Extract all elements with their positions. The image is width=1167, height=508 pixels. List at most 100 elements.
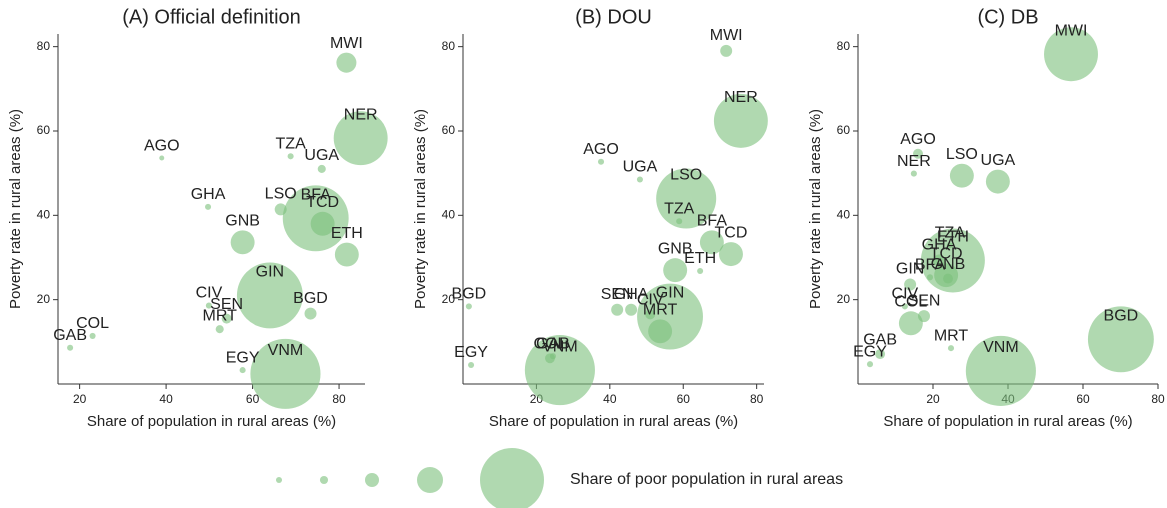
y-axis-title: Poverty rate in rural areas (%)	[7, 109, 24, 309]
point-label: GIN	[256, 264, 284, 281]
chart-title: (B) DOU	[575, 6, 652, 28]
x-axis-title: Share of population in rural areas (%)	[87, 413, 336, 430]
point-label: TZA	[935, 224, 966, 241]
chart-title: (C) DB	[977, 6, 1038, 28]
x-tick-label: 20	[926, 392, 940, 406]
y-tick-label: 80	[837, 39, 851, 53]
bubble	[656, 168, 717, 229]
chart-title: (A) Official definition	[122, 6, 301, 28]
bubble	[287, 153, 294, 160]
bubble	[946, 242, 953, 249]
bubble	[89, 332, 96, 339]
y-tick-label: 60	[837, 123, 851, 137]
bubble	[230, 230, 255, 255]
point-label: LSO	[670, 167, 702, 184]
bubble	[947, 345, 955, 352]
y-tick-label: 80	[442, 39, 456, 53]
point-label: CIV	[892, 286, 919, 303]
point-label: BGD	[452, 286, 487, 303]
point-label: SEN	[908, 292, 941, 309]
point-label: GNB	[225, 213, 260, 230]
bubble	[336, 52, 357, 73]
bubble	[239, 367, 246, 374]
point-label: MRT	[203, 307, 238, 324]
point-label: COL	[894, 294, 927, 311]
point-label: MRT	[934, 327, 969, 344]
point-label: NER	[897, 153, 931, 170]
point-label: COL	[76, 315, 109, 332]
bubble	[943, 273, 953, 284]
point-label: TCD	[930, 245, 963, 262]
y-tick-label: 20	[837, 292, 851, 306]
size-legend-bubble	[364, 472, 380, 488]
x-axis-title: Share of population in rural areas (%)	[883, 413, 1132, 430]
point-label: GHA	[922, 237, 957, 254]
point-label: GAB	[536, 335, 570, 352]
point-label: ETH	[684, 250, 716, 267]
x-tick-label: 20	[73, 392, 87, 406]
bubble	[985, 169, 1010, 194]
x-tick-label: 80	[1151, 392, 1165, 406]
point-label: GHA	[191, 186, 226, 203]
point-label: GNB	[931, 256, 966, 273]
y-tick-label: 40	[837, 207, 851, 221]
bubble	[697, 267, 704, 275]
x-tick-label: 40	[159, 392, 173, 406]
point-label: NER	[724, 89, 758, 106]
bubble	[926, 274, 934, 281]
bubble	[274, 203, 287, 216]
bubble	[205, 302, 212, 309]
bubble	[549, 353, 556, 360]
size-legend-bubble	[275, 476, 283, 484]
size-legend-bubble	[319, 475, 329, 485]
point-label: MWI	[1055, 22, 1088, 39]
bubble	[901, 303, 908, 310]
bubble	[676, 218, 683, 225]
bubble	[898, 311, 923, 336]
point-label: AGO	[900, 131, 936, 148]
bubble	[910, 170, 917, 177]
bubble	[913, 148, 923, 159]
point-label: ETH	[331, 225, 363, 242]
point-label: UGA	[623, 159, 658, 176]
point-label: BFA	[697, 213, 728, 230]
bubble	[720, 44, 733, 57]
y-tick-label: 20	[442, 292, 456, 306]
bubble	[645, 309, 656, 320]
point-label: GIN	[896, 261, 924, 278]
point-label: TCD	[715, 224, 748, 241]
bubble	[663, 258, 688, 283]
point-label: COL	[534, 336, 567, 353]
point-label: TZA	[664, 200, 695, 217]
y-tick-label: 60	[37, 123, 51, 137]
point-label: AGO	[144, 138, 180, 155]
point-label: MWI	[330, 35, 363, 52]
bubble	[699, 230, 724, 255]
point-label: ETH	[937, 229, 969, 246]
bubble	[866, 361, 874, 368]
bubble	[718, 242, 743, 267]
point-label: UGA	[981, 152, 1016, 169]
point-label: SEN	[210, 296, 243, 313]
point-label: TZA	[276, 135, 307, 152]
y-tick-label: 40	[442, 207, 456, 221]
bubble	[597, 158, 605, 165]
point-label: MWI	[710, 27, 743, 44]
size-legend-bubble	[480, 448, 544, 508]
bubble	[205, 203, 212, 210]
x-tick-label: 60	[677, 392, 691, 406]
point-label: CIV	[196, 285, 223, 302]
bubble	[625, 303, 638, 316]
bubble	[250, 338, 321, 409]
bubble	[333, 111, 388, 166]
bubble	[1044, 27, 1098, 82]
bubble	[524, 335, 595, 406]
point-label: VNM	[268, 342, 304, 359]
point-label: GAB	[53, 327, 87, 344]
bubble	[468, 361, 475, 369]
point-label: SEN	[601, 286, 634, 303]
bubble	[465, 303, 472, 310]
y-tick-label: 80	[37, 39, 51, 53]
bubble	[933, 254, 945, 267]
